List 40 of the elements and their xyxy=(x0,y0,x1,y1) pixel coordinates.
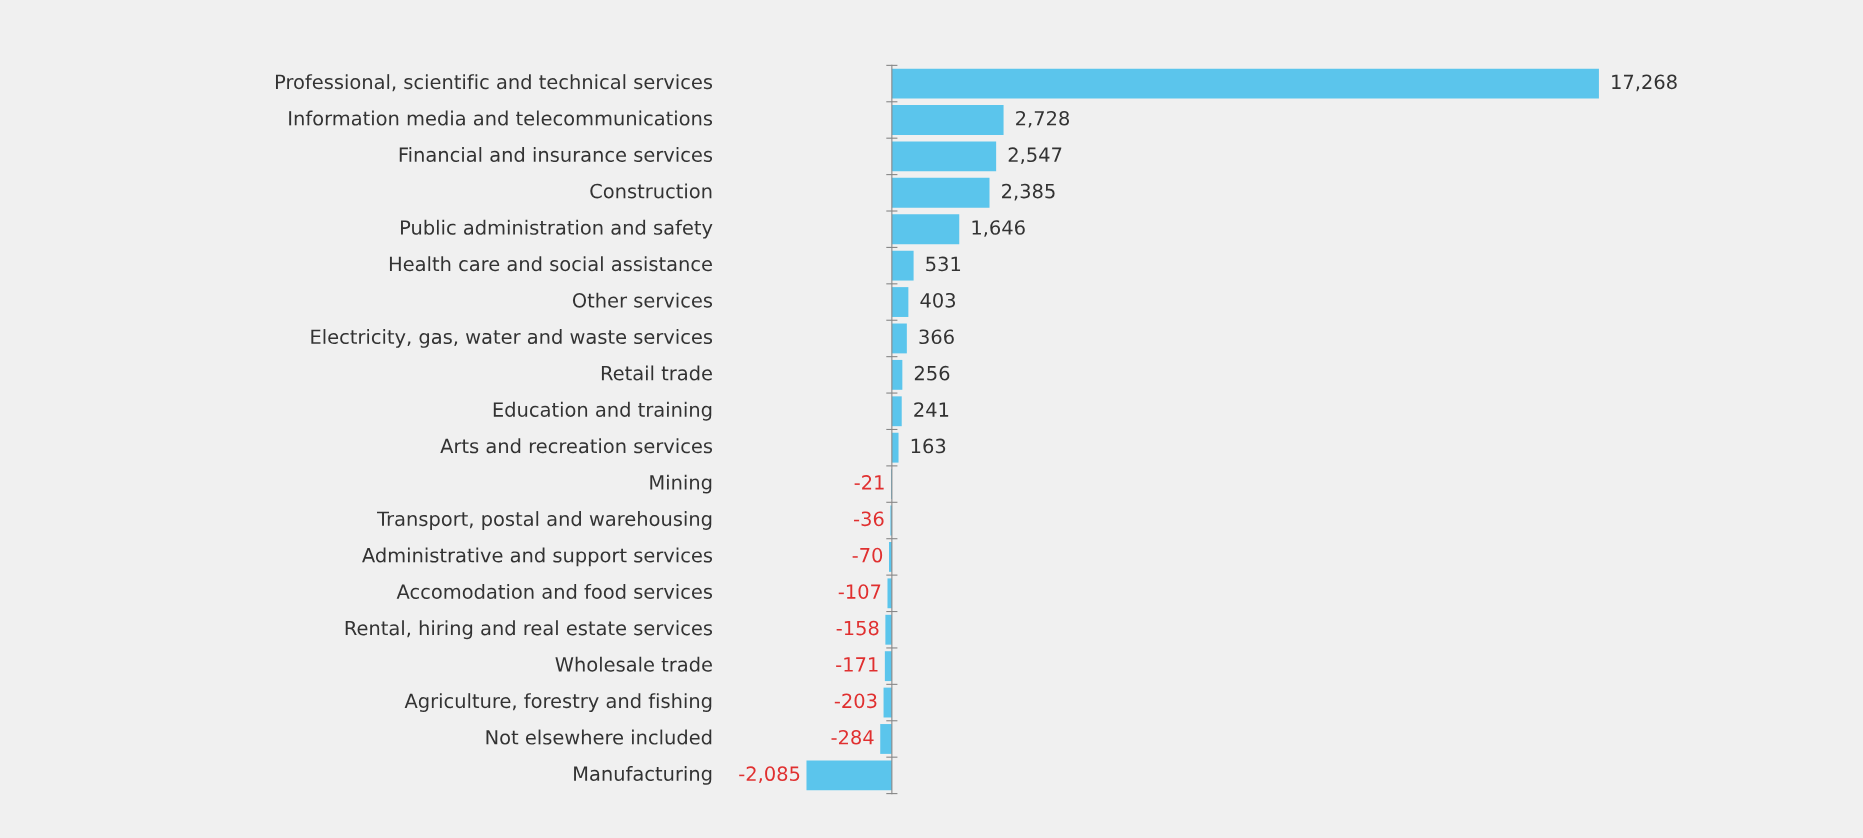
data-label: -2,085 xyxy=(739,766,800,784)
y-tick-label: Construction xyxy=(590,183,712,199)
y-tick-label: Health care and social assistance xyxy=(389,256,712,272)
y-tick-label: Manufacturing xyxy=(574,765,712,785)
data-label: 163 xyxy=(911,438,946,454)
data-label: -158 xyxy=(836,620,879,636)
data-label: -36 xyxy=(854,511,884,527)
y-tick-label: Financial and insurance services xyxy=(399,146,713,163)
data-label: -107 xyxy=(838,584,881,599)
data-label: -203 xyxy=(834,693,877,709)
y-tick-label: Other services xyxy=(572,292,713,308)
data-label: 17,268 xyxy=(1612,74,1677,92)
data-label: 2,385 xyxy=(1002,183,1055,201)
data-label: 1,646 xyxy=(972,220,1025,237)
data-label: 2,547 xyxy=(1008,147,1062,165)
y-tick-label: Retail trade xyxy=(601,365,712,381)
data-label: 366 xyxy=(919,329,954,345)
y-tick-label: Education and training xyxy=(493,401,712,421)
y-tick-label: Transport, postal and warehousing xyxy=(377,511,712,530)
y-tick-label: Not elsewhere included xyxy=(486,729,712,745)
data-label: 256 xyxy=(914,365,950,381)
y-tick-label: Arts and recreation services xyxy=(440,438,713,454)
y-tick-label: Public administration and safety xyxy=(401,219,713,239)
data-label: -171 xyxy=(836,657,878,672)
y-tick-label: Wholesale trade xyxy=(555,656,712,672)
data-label: 2,728 xyxy=(1016,110,1070,128)
y-tick-label: Professional, scientific and technical services xyxy=(275,74,713,92)
data-label: 403 xyxy=(920,292,956,308)
data-label: -70 xyxy=(852,547,883,563)
y-tick-label: Information media and telecommunications xyxy=(289,110,713,126)
y-tick-label: Accomodation and food services xyxy=(396,583,713,599)
data-label: 241 xyxy=(914,402,949,417)
y-tick-label: Electricity, gas, water and waste services xyxy=(311,329,713,348)
data-label: -21 xyxy=(854,475,884,490)
data-label: -284 xyxy=(831,729,874,745)
y-tick-label: Rental, hiring and real estate services xyxy=(345,620,713,640)
y-tick-label: Agriculture, forestry and fishing xyxy=(404,693,712,712)
data-label: 531 xyxy=(926,256,961,272)
y-tick-label: Mining xyxy=(650,474,712,494)
y-tick-label: Administrative and support services xyxy=(362,547,713,567)
